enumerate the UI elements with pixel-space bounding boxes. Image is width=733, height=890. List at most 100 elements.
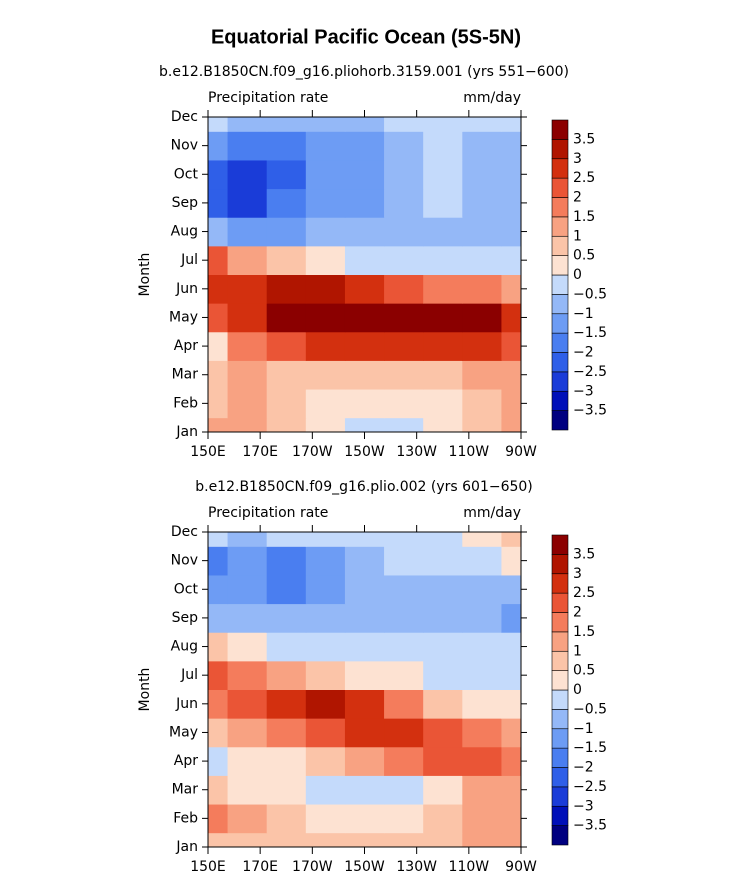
colorbar-box — [551, 650, 569, 671]
cell — [501, 689, 521, 719]
cell — [344, 417, 385, 432]
cell — [501, 117, 521, 132]
cell — [305, 660, 346, 690]
cell — [462, 274, 502, 304]
cell — [266, 718, 307, 748]
y-tick-label: Nov — [171, 138, 198, 154]
cell — [227, 532, 268, 547]
colorbar-label: 2.5 — [573, 585, 595, 601]
cell — [227, 417, 268, 432]
colorbar-label: 1.5 — [573, 624, 595, 640]
cell — [305, 303, 346, 333]
colorbar-box — [551, 216, 569, 237]
cell — [305, 159, 346, 190]
cell — [344, 832, 385, 847]
x-tick-label: 130W — [396, 444, 437, 460]
cell — [227, 689, 268, 719]
colorbar-box — [551, 139, 569, 160]
cell — [227, 832, 268, 847]
cell — [266, 532, 307, 547]
cell — [208, 689, 229, 719]
cell — [501, 159, 521, 190]
cell — [227, 389, 268, 419]
cell — [423, 603, 463, 633]
cell — [305, 331, 346, 361]
cell — [266, 804, 307, 834]
colorbar-label: −1 — [573, 306, 594, 322]
colorbar-label: 2.5 — [573, 170, 595, 186]
cell — [462, 532, 502, 547]
colorbar-box — [551, 709, 569, 730]
cell — [208, 603, 229, 633]
cell — [266, 188, 307, 218]
cell — [423, 303, 463, 333]
x-tick-label: 150W — [344, 859, 385, 875]
cell — [384, 417, 424, 432]
colorbar-box — [551, 805, 569, 826]
cell — [462, 546, 502, 576]
cell — [501, 188, 521, 218]
cell — [208, 417, 229, 432]
cell — [423, 188, 463, 218]
x-tick-label: 170E — [242, 859, 278, 875]
cell — [344, 718, 385, 748]
variable-label: Precipitation rate — [208, 90, 328, 106]
cell — [305, 532, 346, 547]
cell — [384, 718, 424, 748]
cell — [423, 632, 463, 662]
cell — [227, 804, 268, 834]
cell — [227, 546, 268, 576]
x-tick-label: 90W — [505, 444, 537, 460]
cell — [208, 632, 229, 662]
colorbar-label: −3 — [573, 383, 594, 399]
cell — [462, 417, 502, 432]
panel-title: b.e12.B1850CN.f09_g16.plio.002 (yrs 601−… — [195, 479, 533, 495]
cell — [501, 718, 521, 748]
y-tick-label: Dec — [171, 524, 198, 540]
cell — [266, 117, 307, 132]
cell — [384, 775, 424, 805]
colorbar-box — [551, 177, 569, 198]
colorbar-label: 1.5 — [573, 209, 595, 225]
cell — [227, 303, 268, 333]
x-tick-label: 130W — [396, 859, 437, 875]
cell — [227, 574, 268, 605]
colorbar-label: −2.5 — [573, 779, 607, 795]
cell — [344, 603, 385, 633]
colorbar-label: −0.5 — [573, 701, 607, 717]
y-tick-label: Mar — [172, 367, 199, 383]
x-tick-label: 150E — [190, 444, 226, 460]
cell — [227, 159, 268, 190]
cell — [208, 660, 229, 690]
cell — [208, 574, 229, 605]
cell — [462, 360, 502, 390]
cell — [344, 660, 385, 690]
cell — [423, 532, 463, 547]
cell — [227, 718, 268, 748]
cell — [344, 746, 385, 776]
cell — [384, 217, 424, 247]
colorbar-label: 3.5 — [573, 131, 595, 147]
colorbar-label: 1 — [573, 643, 582, 659]
cell — [227, 274, 268, 304]
colorbar-box — [551, 274, 569, 295]
cell — [384, 832, 424, 847]
cell — [208, 389, 229, 419]
cell — [208, 303, 229, 333]
y-tick-label: Dec — [171, 109, 198, 125]
colorbar-box — [551, 631, 569, 652]
cell — [423, 546, 463, 576]
colorbar-box — [551, 313, 569, 334]
cell — [501, 274, 521, 304]
y-tick-label: Mar — [172, 782, 199, 798]
colorbar-box — [551, 371, 569, 392]
y-tick-label: Feb — [173, 395, 198, 411]
colorbar-box — [551, 689, 569, 710]
colorbar-label: −1 — [573, 721, 594, 737]
chart-title: Equatorial Pacific Ocean (5S-5N) — [211, 26, 521, 48]
cell — [384, 360, 424, 390]
y-tick-label: Oct — [174, 581, 199, 597]
y-axis-label: Month — [137, 253, 153, 297]
cell — [208, 117, 229, 132]
cell — [462, 159, 502, 190]
